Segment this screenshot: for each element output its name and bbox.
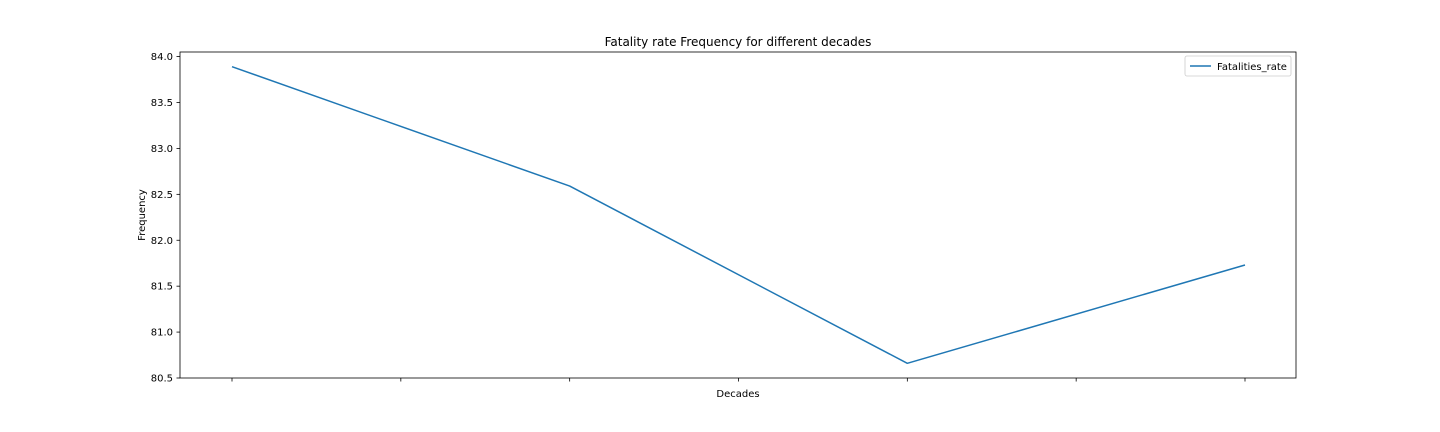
y-axis-label: Frequency xyxy=(137,189,148,241)
y-tick-label: 84.0 xyxy=(151,52,173,63)
x-axis xyxy=(231,378,1246,382)
series-layer xyxy=(231,65,1246,365)
y-tick-label: 82.5 xyxy=(151,190,173,201)
legend-label-fatalities-rate: Fatalities_rate xyxy=(1217,62,1287,73)
chart-title: Fatality rate Frequency for different de… xyxy=(605,35,872,49)
y-tick-label: 80.5 xyxy=(151,374,173,385)
y-axis: 80.5 81.0 81.5 82.0 82.5 83.0 83.5 84.0 xyxy=(151,52,180,385)
legend: Fatalities_rate xyxy=(1184,55,1292,77)
plot-area xyxy=(179,51,1297,379)
y-tick-label: 81.0 xyxy=(151,328,173,339)
series-line-fatalities-rate xyxy=(231,65,1246,365)
y-tick-label: 83.5 xyxy=(151,98,173,109)
y-tick-label: 82.0 xyxy=(151,236,173,247)
legend-box xyxy=(1184,55,1292,77)
y-tick-label: 81.5 xyxy=(151,282,173,293)
x-axis-label: Decades xyxy=(716,389,759,400)
y-tick-label: 83.0 xyxy=(151,144,173,155)
plot-frame xyxy=(179,51,1297,379)
